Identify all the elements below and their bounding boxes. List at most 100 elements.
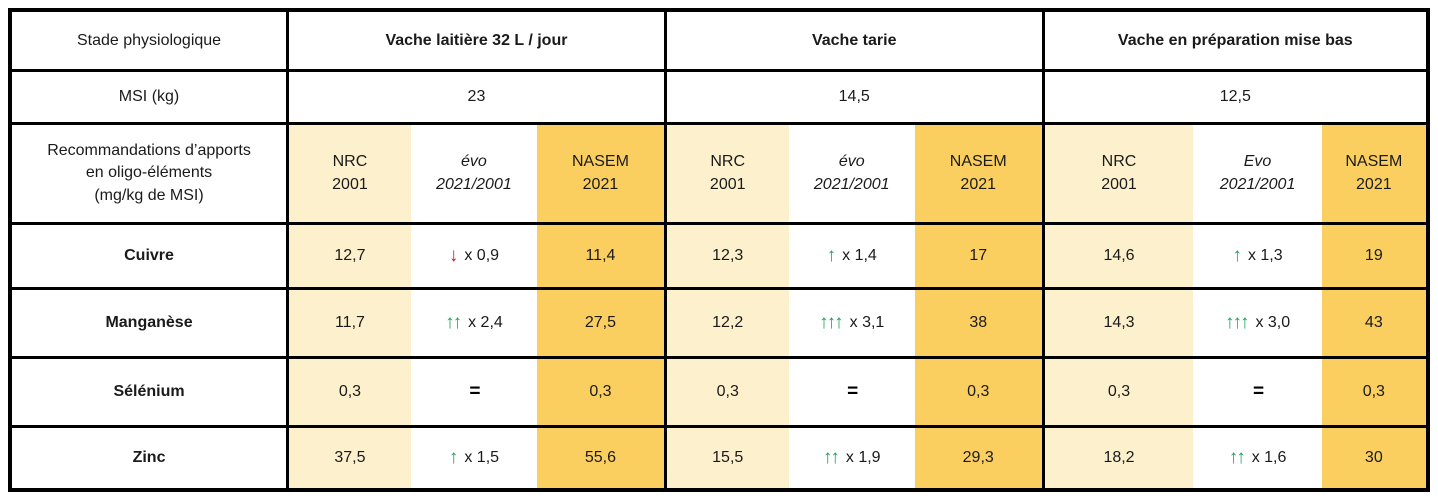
mineral-row-cuivre: Cuivre 12,7 ↓ x 0,9 11,4 12,3 ↑ x 1,4 17 1… bbox=[10, 221, 1428, 289]
corner-stade-label: Stade physiologique bbox=[76, 31, 222, 49]
col-header-evo-group2: évo 2021/2001 bbox=[788, 121, 915, 224]
nasem-value: 43 bbox=[1321, 286, 1428, 358]
nrc-value: 0,3 bbox=[663, 356, 789, 427]
msi-value-group1: 23 bbox=[286, 69, 666, 124]
trend-arrow-icon: ↑ bbox=[1232, 244, 1241, 266]
group-title-vache-laitiere: Vache laitière 32 L / jour bbox=[286, 10, 666, 71]
nasem-value: 0,3 bbox=[1321, 356, 1428, 427]
group-title-vache-tarie: Vache tarie bbox=[663, 10, 1044, 71]
nasem-value: 19 bbox=[1321, 221, 1428, 289]
nasem-header-line1: NASEM bbox=[572, 153, 629, 171]
mineral-row-manganese: Manganèse 11,7 ↑↑ x 2,4 27,5 12,2 ↑↑↑ x 3,… bbox=[10, 286, 1428, 358]
col-header-evo-group1: évo 2021/2001 bbox=[410, 121, 538, 224]
nasem-value: 38 bbox=[914, 286, 1044, 358]
header-row-sources: Recommandations d’apports en oligo-éléme… bbox=[10, 121, 1428, 224]
trend-arrow-icon: ↑ bbox=[826, 244, 836, 266]
col-header-nrc-group1: NRC 2001 bbox=[286, 121, 411, 224]
nasem-value: 11,4 bbox=[537, 221, 666, 289]
nasem-value: 0,3 bbox=[537, 356, 666, 427]
trend-arrow-icon: ↑↑ bbox=[445, 311, 462, 333]
nrc-value: 37,5 bbox=[286, 425, 411, 490]
evo-change-cell: ↓ x 0,9 bbox=[410, 221, 538, 289]
nasem-header-line1: NASEM bbox=[949, 153, 1007, 171]
nasem-header-line2: 2021 bbox=[582, 176, 619, 194]
trend-arrow-icon: ↑↑ bbox=[822, 447, 840, 469]
reco-label-line2: en oligo-éléments bbox=[85, 164, 213, 182]
evo-header-line1: Evo bbox=[1243, 153, 1272, 171]
col-header-nrc-group2: NRC 2001 bbox=[663, 121, 789, 224]
header-row-stade: Stade physiologique Vache laitière 32 L … bbox=[10, 10, 1428, 71]
nrc-value: 15,5 bbox=[663, 425, 789, 490]
evo-header-line2: 2021/2001 bbox=[436, 176, 512, 194]
mineral-name: Zinc bbox=[10, 425, 288, 490]
mineral-name: Manganèse bbox=[10, 286, 288, 358]
nasem-value: 27,5 bbox=[537, 286, 666, 358]
reco-label-line1: Recommandations d’apports bbox=[47, 141, 251, 159]
nrc-header-line1: NRC bbox=[332, 153, 368, 171]
evo-change-cell: ↑ x 1,4 bbox=[788, 221, 915, 289]
evo-multiplier: x 1,5 bbox=[464, 449, 500, 467]
evo-multiplier: x 2,4 bbox=[468, 313, 503, 331]
evo-change-cell: = bbox=[1193, 356, 1322, 427]
nrc-header-line1: NRC bbox=[710, 153, 746, 171]
evo-multiplier: x 3,1 bbox=[849, 313, 885, 331]
evo-change-cell: = bbox=[410, 356, 538, 427]
col-header-nasem-group1: NASEM 2021 bbox=[537, 121, 666, 224]
evo-multiplier: x 1,6 bbox=[1251, 449, 1287, 467]
corner-msi-label: MSI (kg) bbox=[10, 69, 288, 124]
trend-arrow-icon: ↑↑ bbox=[1228, 447, 1246, 469]
evo-header-line1: évo bbox=[461, 153, 487, 171]
msi-value-group3: 12,5 bbox=[1041, 69, 1428, 124]
group-title-vache-preparation: Vache en préparation mise bas bbox=[1041, 10, 1428, 71]
trend-arrow-icon: ↑↑↑ bbox=[819, 311, 843, 333]
mineral-name: Cuivre bbox=[10, 221, 288, 289]
evo-header-line1: évo bbox=[838, 153, 865, 171]
header-row-msi: MSI (kg) 23 14,5 12,5 bbox=[10, 69, 1428, 124]
trend-arrow-icon: ↑ bbox=[448, 447, 458, 469]
trend-arrow-icon: ↓ bbox=[448, 244, 458, 266]
nrc-value: 11,7 bbox=[286, 286, 411, 358]
nrc-value: 14,6 bbox=[1041, 221, 1194, 289]
evo-change-cell: ↑↑↑ x 3,1 bbox=[788, 286, 915, 358]
evo-multiplier: x 0,9 bbox=[464, 246, 500, 264]
nrc-value: 14,3 bbox=[1041, 286, 1194, 358]
col-header-nasem-group2: NASEM 2021 bbox=[914, 121, 1044, 224]
nasem-value: 17 bbox=[914, 221, 1044, 289]
nrc-header-line2: 2001 bbox=[1101, 176, 1137, 194]
equals-icon: = bbox=[847, 381, 858, 403]
nasem-value: 30 bbox=[1321, 425, 1428, 490]
evo-change-cell: ↑↑↑ x 3,0 bbox=[1193, 286, 1322, 358]
nasem-header-line2: 2021 bbox=[960, 176, 997, 194]
nrc-value: 18,2 bbox=[1041, 425, 1194, 490]
nrc-header-line1: NRC bbox=[1101, 153, 1137, 171]
evo-header-line2: 2021/2001 bbox=[813, 176, 890, 194]
evo-change-cell: ↑ x 1,3 bbox=[1193, 221, 1322, 289]
evo-multiplier: x 3,0 bbox=[1255, 313, 1291, 331]
evo-multiplier: x 1,4 bbox=[842, 246, 877, 264]
evo-change-cell: ↑ x 1,5 bbox=[410, 425, 538, 490]
nrc-value: 12,2 bbox=[663, 286, 789, 358]
equals-icon: = bbox=[1252, 381, 1264, 403]
equals-icon: = bbox=[469, 381, 480, 403]
nrc-value: 0,3 bbox=[1041, 356, 1194, 427]
nasem-value: 55,6 bbox=[537, 425, 666, 490]
nrc-value: 0,3 bbox=[286, 356, 411, 427]
nasem-value: 0,3 bbox=[914, 356, 1044, 427]
nrc-value: 12,7 bbox=[286, 221, 411, 289]
evo-header-line2: 2021/2001 bbox=[1219, 176, 1296, 194]
evo-multiplier: x 1,3 bbox=[1247, 246, 1283, 264]
nrc-header-line2: 2001 bbox=[709, 176, 746, 194]
nrc-header-line2: 2001 bbox=[332, 176, 368, 194]
corner-reco-label: Recommandations d’apports en oligo-éléme… bbox=[10, 121, 288, 224]
evo-multiplier: x 1,9 bbox=[845, 449, 881, 467]
evo-change-cell: ↑↑ x 1,9 bbox=[788, 425, 915, 490]
nrc-value: 12,3 bbox=[663, 221, 789, 289]
evo-change-cell: ↑↑ x 2,4 bbox=[410, 286, 538, 358]
nasem-value: 29,3 bbox=[914, 425, 1044, 490]
nasem-header-line1: NASEM bbox=[1345, 153, 1403, 171]
mineral-row-selenium: Sélénium 0,3 = 0,3 0,3 = 0,3 0,3 = 0,3 bbox=[10, 356, 1428, 427]
reco-label-line3: (mg/kg de MSI) bbox=[94, 186, 204, 204]
trend-arrow-icon: ↑↑↑ bbox=[1224, 311, 1249, 333]
msi-value-group2: 14,5 bbox=[663, 69, 1044, 124]
